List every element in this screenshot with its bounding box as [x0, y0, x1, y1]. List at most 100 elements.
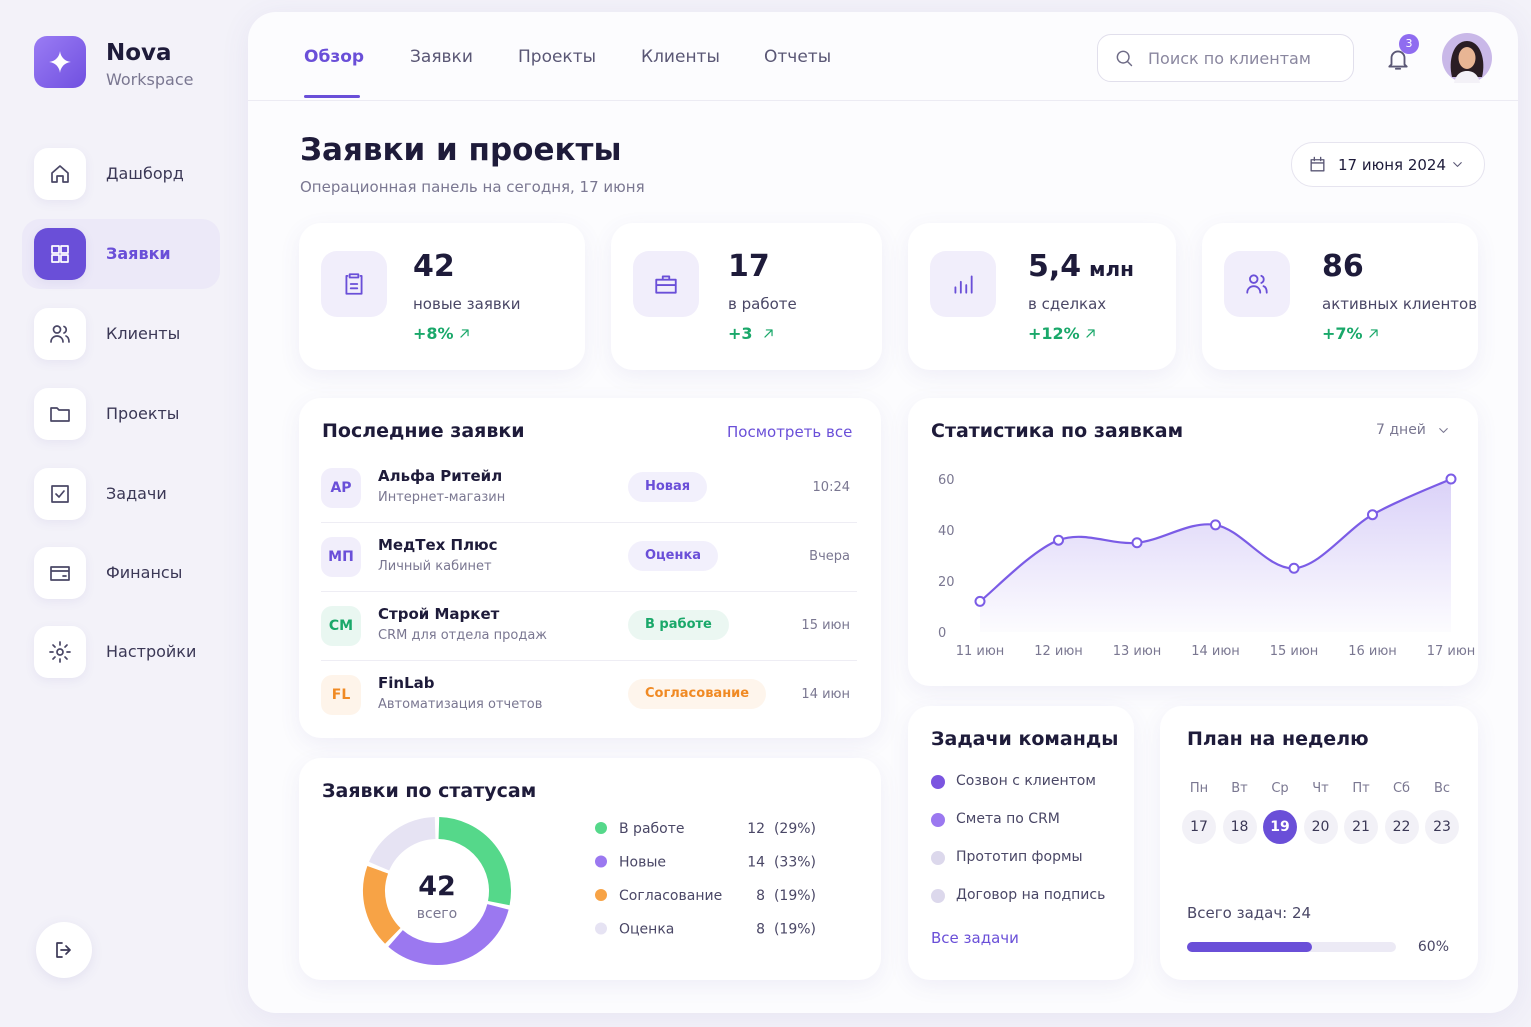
task-dot [931, 851, 945, 865]
nav-icon-box[interactable] [34, 468, 86, 520]
nav-tab[interactable]: Проекты [518, 47, 597, 67]
line-area [980, 479, 1451, 632]
logo-star [49, 51, 71, 73]
kpi-icon-box [1224, 251, 1290, 317]
recent-title: Последние заявки [322, 420, 525, 442]
weekday-label: Вс [1433, 781, 1451, 796]
search-box[interactable]: Поиск по клиентам [1097, 34, 1354, 82]
kpi-value: 42 [413, 249, 455, 284]
date-chevron-shape [1453, 162, 1462, 167]
nav-tab[interactable]: Отчеты [764, 47, 832, 67]
nav-icon-box[interactable] [34, 626, 86, 678]
row-name: МедТех Плюс [378, 536, 498, 554]
row-divider [321, 660, 857, 661]
row-desc: Личный кабинет [378, 559, 492, 574]
bell-button[interactable]: 3 [1383, 34, 1419, 74]
nav-icon-box[interactable] [34, 547, 86, 599]
nav-icon-box[interactable] [34, 388, 86, 440]
nav-icon-box[interactable] [34, 308, 86, 360]
kpi-change-arrow [460, 329, 469, 338]
day-circle[interactable]: 22 [1384, 810, 1419, 844]
row-divider [321, 591, 857, 592]
x-tick-label: 15 июн [1270, 644, 1319, 659]
kpi-change: +12% [1028, 324, 1080, 343]
nav-item-label[interactable]: Проекты [106, 404, 180, 423]
line-point [1210, 519, 1221, 531]
main-panel: Обзор Заявки Проекты Клиенты Отчеты Поиск по … [248, 12, 1518, 1013]
row-name: Альфа Ритейл [378, 467, 503, 485]
kpi-label: активных клиентов [1322, 295, 1478, 313]
kpi-value-wrap: 42 [413, 249, 455, 284]
kpi-value: 5,4 [1028, 249, 1082, 284]
brand-subtitle: Workspace [106, 70, 194, 89]
nav-item-label[interactable]: Заявки [106, 244, 171, 263]
nav-icon-shape [51, 165, 69, 183]
y-tick-label: 40 [938, 524, 955, 539]
kpi-icon-box [321, 251, 387, 317]
row-name: FinLab [378, 674, 435, 692]
tasks-link[interactable]: Все задачи [931, 929, 1019, 947]
weekday-label: Сб [1392, 781, 1411, 796]
kpi-change: +3 [728, 324, 753, 343]
nav-item-label[interactable]: Клиенты [106, 324, 181, 343]
nav-item-label[interactable]: Задачи [106, 484, 167, 503]
task-text[interactable]: Созвон с клиентом [956, 773, 1096, 789]
row-avatar: АР [321, 468, 361, 508]
period-chevron-shape [1439, 428, 1448, 433]
nav-icon-box[interactable] [34, 148, 86, 200]
nav-icon [50, 566, 70, 581]
nav-tab[interactable]: Обзор [304, 47, 365, 67]
date-picker[interactable]: 17 июня 2024 [1291, 142, 1485, 187]
day-circle[interactable]: 18 [1222, 810, 1257, 844]
weekday-label: Ср [1271, 781, 1289, 796]
nav-icon-shape [49, 641, 71, 663]
nav-icon-shape [51, 485, 69, 503]
x-tick-label: 11 июн [956, 644, 1005, 659]
day-circle[interactable]: 19 [1263, 810, 1297, 844]
recent-card: Последние заявки Посмотреть все АР Альфа Ри… [299, 398, 881, 738]
nav-item-label[interactable]: Дашборд [106, 164, 184, 183]
nav-tab[interactable]: Заявки [410, 47, 473, 67]
status-card: Заявки по статусам В работе 12 (29%) Новые 1… [299, 758, 881, 980]
y-tick-label: 60 [938, 473, 955, 488]
donut-segment [388, 903, 509, 965]
line-point [1131, 537, 1143, 549]
nav-item-label[interactable]: Настройки [106, 642, 197, 661]
donut-chart: В работе 12 (29%) Новые 14 (33%) Согласовани… [363, 817, 816, 965]
nav-icon [49, 641, 71, 663]
nav-tab[interactable]: Клиенты [641, 47, 720, 67]
kpi-icon-shape [655, 275, 677, 294]
task-dot [931, 775, 945, 789]
chart-title: Заявки по статусам [322, 780, 537, 802]
avatar-body [1454, 71, 1480, 83]
x-tick-label: 13 июн [1113, 644, 1162, 659]
chart-period[interactable]: 7 дней [1376, 422, 1426, 438]
kpi-icon-box [930, 251, 996, 317]
nav-icon [51, 165, 69, 183]
legend-dot [595, 889, 607, 901]
nav-icon-box[interactable] [34, 228, 86, 280]
task-text[interactable]: Смета по CRM [956, 811, 1060, 827]
legend-dot [595, 822, 607, 834]
status-pill: Согласование [628, 679, 767, 709]
day-circle[interactable]: 20 [1303, 810, 1338, 844]
kpi-card: 17 в работе +3 [611, 223, 882, 370]
day-circle[interactable]: 23 [1425, 810, 1459, 844]
kpi-value: 86 [1322, 249, 1364, 284]
day-circle[interactable]: 21 [1344, 810, 1378, 844]
search-icon-shape [1116, 50, 1133, 67]
tasks-title: Задачи команды [931, 728, 1119, 750]
kpi-card: 5,4 млн в сделках +12% [908, 223, 1176, 370]
y-tick-label: 20 [938, 575, 955, 590]
date-text: 17 июня 2024 [1338, 156, 1447, 174]
recent-link[interactable]: Посмотреть все [727, 423, 853, 441]
kpi-value: 17 [728, 249, 770, 284]
day-circle[interactable]: 17 [1182, 810, 1216, 844]
task-text[interactable]: Договор на подпись [956, 887, 1106, 903]
nav-item-label[interactable]: Финансы [106, 563, 183, 582]
row-desc: Автоматизация отчетов [378, 697, 543, 712]
kpi-icon-shape [1246, 274, 1268, 294]
task-text[interactable]: Прототип формы [956, 849, 1083, 865]
tab-underline [304, 95, 360, 98]
logout-button[interactable] [36, 922, 92, 978]
